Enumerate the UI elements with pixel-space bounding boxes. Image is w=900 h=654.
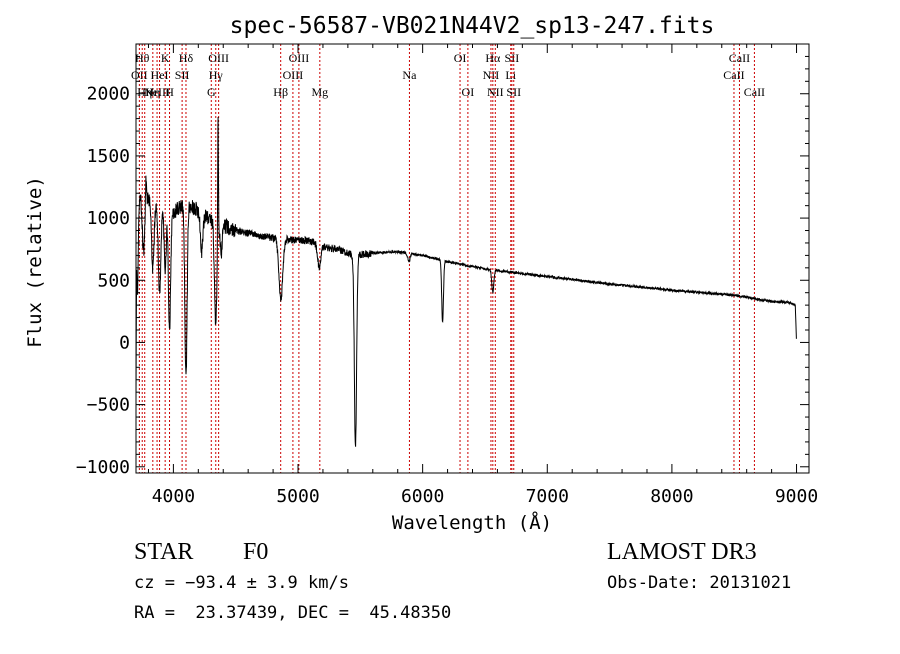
line-marker-label: CaII [723, 68, 744, 82]
y-tick-label: −1000 [76, 457, 130, 478]
line-marker-label: Mg [311, 85, 328, 99]
x-tick-label: 5000 [276, 486, 319, 507]
object-class: STAR [134, 539, 194, 565]
obs-date-text: Obs-Date: 20131021 [607, 573, 792, 593]
x-tick-label: 7000 [526, 486, 569, 507]
line-marker-label: SII [506, 85, 521, 99]
object-subclass: F0 [243, 539, 269, 565]
line-marker-label: OIII [208, 51, 229, 65]
line-marker-label: OI [462, 85, 475, 99]
y-axis: −1000 −500 0 500 1000 1500 2000 [76, 55, 809, 478]
x-tick-label: 8000 [650, 486, 693, 507]
redshift-text: cz = −93.4 ± 3.9 km/s [134, 573, 349, 593]
x-tick-label: 4000 [152, 486, 195, 507]
line-marker-label: CaII [744, 85, 765, 99]
y-axis-label: Flux (relative) [24, 176, 46, 348]
y-tick-label: 0 [119, 332, 130, 353]
y-tick-label: 500 [97, 270, 130, 291]
chart-title: spec-56587-VB021N44V2_sp13-247.fits [230, 13, 715, 39]
line-marker-label: SII [505, 51, 520, 65]
line-marker-label: NeIII [144, 85, 170, 99]
x-axis: 4000 5000 6000 7000 8000 9000 [147, 44, 818, 507]
line-marker-label: SII [175, 68, 190, 82]
spectrum-series [135, 116, 797, 447]
spectrum-line [135, 116, 797, 447]
line-marker-label: Hθ [135, 51, 150, 65]
line-marker-label: Hη [137, 85, 152, 99]
line-marker-label: OIII [289, 51, 310, 65]
line-marker-label: G [207, 85, 216, 99]
line-marker-label: OI [454, 51, 467, 65]
line-marker-label: H [165, 85, 174, 99]
survey-name: LAMOST DR3 [607, 539, 757, 565]
x-tick-label: 6000 [401, 486, 444, 507]
line-marker-label: Hα [485, 51, 501, 65]
plot-frame [135, 43, 810, 474]
line-marker-label: OIII [283, 68, 304, 82]
line-marker-label: OII [131, 68, 148, 82]
y-tick-label: 1500 [87, 146, 130, 167]
line-marker-label: Hγ [209, 68, 224, 82]
line-marker-label: CaII [729, 51, 750, 65]
x-tick-label: 9000 [775, 486, 818, 507]
line-marker-label: NII [483, 68, 500, 82]
line-marker-label: Hδ [179, 51, 194, 65]
line-marker-label: Li [505, 68, 516, 82]
line-marker-group: OIIHθHηHηNeIIIHeIKHSIIHδGHγOIIIHβOIIIOII… [131, 44, 765, 473]
line-marker-label: Hβ [273, 85, 288, 99]
y-tick-label: −500 [87, 395, 130, 416]
line-marker-label: K [161, 51, 170, 65]
y-tick-label: 1000 [87, 208, 130, 229]
line-marker-label: HeI [151, 68, 169, 82]
x-axis-label: Wavelength (Å) [392, 511, 552, 534]
line-marker-label: NII [487, 85, 504, 99]
y-tick-label: 2000 [87, 84, 130, 105]
coordinates-text: RA = 23.37439, DEC = 45.48350 [134, 603, 452, 623]
line-marker-label: Na [402, 68, 417, 82]
